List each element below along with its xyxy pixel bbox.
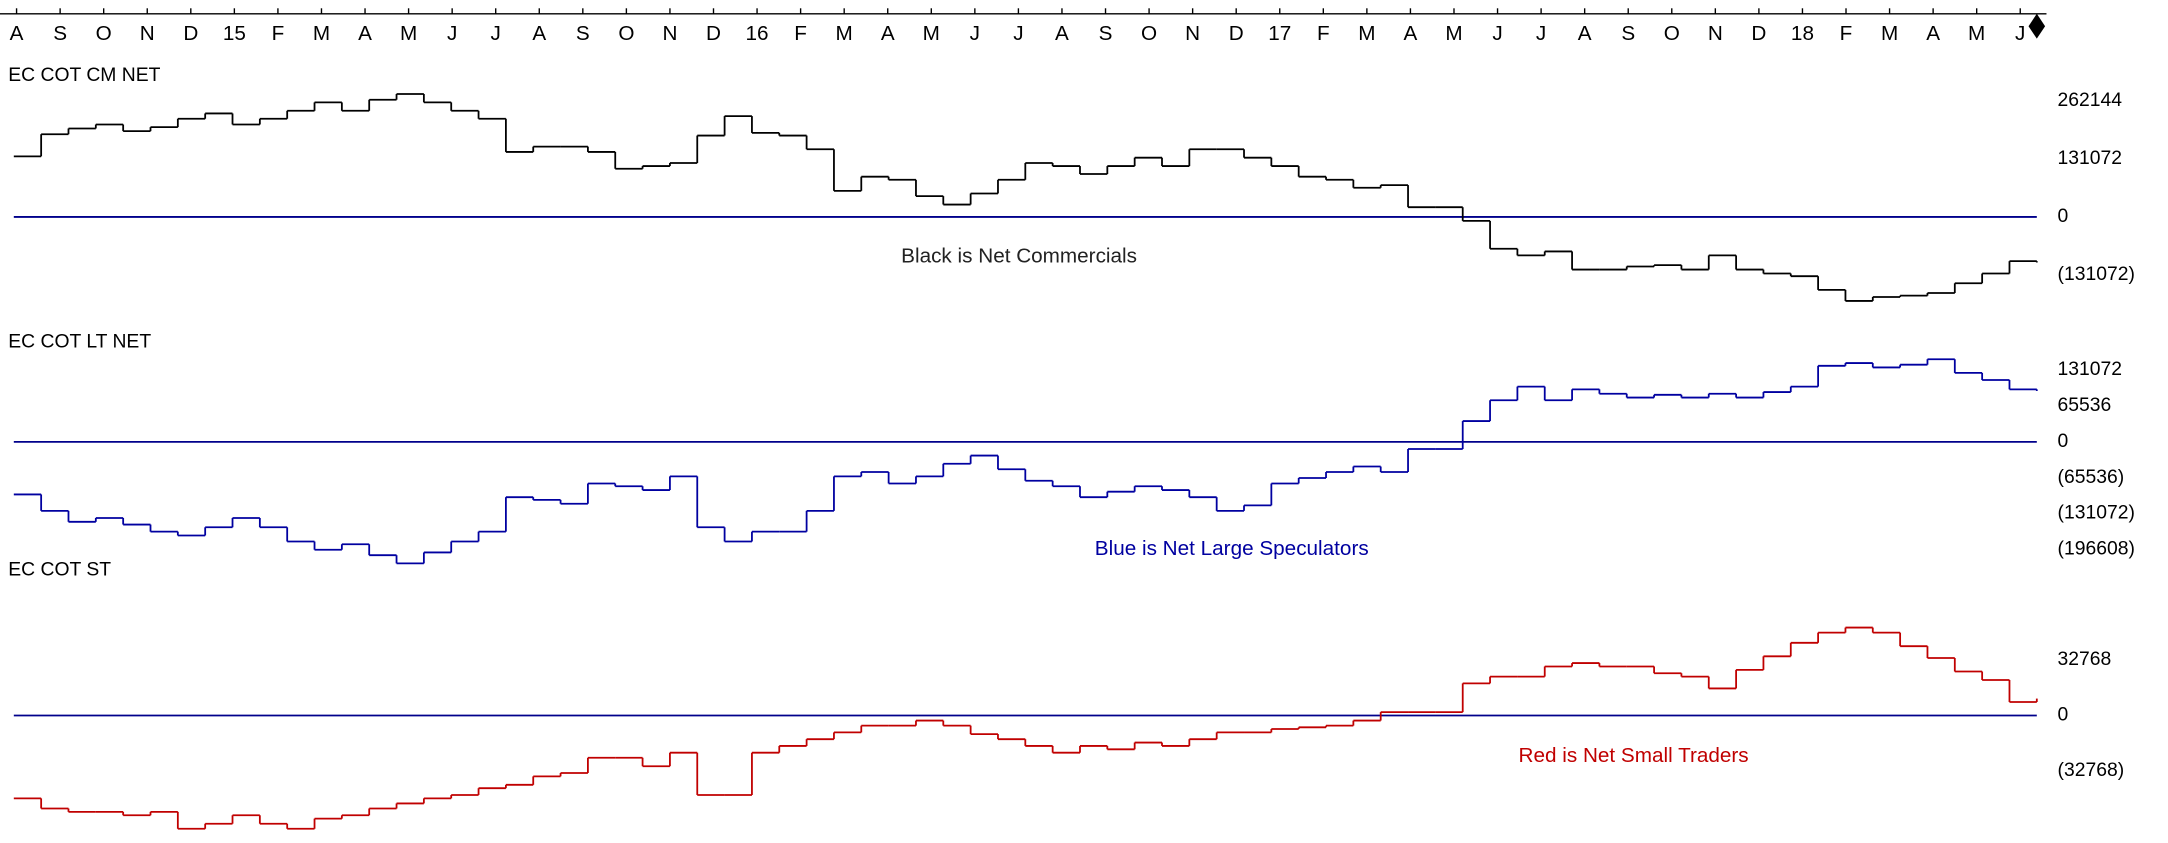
time-label: A [1404, 22, 1418, 45]
time-label: J [1492, 22, 1502, 45]
time-label: M [313, 22, 330, 45]
time-label: J [491, 22, 501, 45]
y-tick-label: (196608) [2058, 539, 2135, 560]
end-marker [2028, 13, 2046, 39]
time-label: J [447, 22, 457, 45]
time-label: O [1141, 22, 1157, 45]
time-label: J [970, 22, 980, 45]
annotation: Blue is Net Large Speculators [1095, 537, 1369, 560]
time-label: 16 [746, 22, 769, 45]
y-tick-label: 262144 [2058, 90, 2123, 111]
time-label: N [662, 22, 677, 45]
time-label: J [2015, 22, 2025, 45]
time-label: 18 [1791, 22, 1814, 45]
time-label: S [1621, 22, 1635, 45]
time-label: M [1968, 22, 1985, 45]
annotation: Red is Net Small Traders [1519, 744, 1749, 767]
time-label: F [272, 22, 285, 45]
time-label: F [1840, 22, 1853, 45]
time-label: 15 [223, 22, 246, 45]
time-label: F [1317, 22, 1330, 45]
time-label: S [576, 22, 590, 45]
time-label: A [358, 22, 372, 45]
panel-title: EC COT CM NET [8, 65, 160, 86]
time-label: F [794, 22, 807, 45]
time-label: A [1055, 22, 1069, 45]
time-label: A [10, 22, 24, 45]
time-label: S [53, 22, 67, 45]
time-label: O [1664, 22, 1680, 45]
time-label: O [96, 22, 112, 45]
y-tick-label: (32768) [2058, 760, 2125, 781]
y-tick-label: 65536 [2058, 395, 2112, 416]
time-label: O [618, 22, 634, 45]
time-label: S [1099, 22, 1113, 45]
time-label: M [923, 22, 940, 45]
annotation: Black is Net Commercials [901, 244, 1137, 267]
y-tick-label: (131072) [2058, 503, 2135, 524]
y-tick-label: 131072 [2058, 359, 2123, 380]
time-label: D [706, 22, 721, 45]
time-label: M [1881, 22, 1898, 45]
time-label: M [400, 22, 417, 45]
time-label: J [1536, 22, 1546, 45]
time-label: 17 [1268, 22, 1291, 45]
time-label: D [183, 22, 198, 45]
time-label: A [532, 22, 546, 45]
time-label: M [1358, 22, 1375, 45]
time-label: A [1578, 22, 1592, 45]
y-tick-label: 131072 [2058, 148, 2123, 169]
time-label: A [1926, 22, 1940, 45]
y-tick-label: (65536) [2058, 467, 2125, 488]
panel-title: EC COT LT NET [8, 332, 151, 353]
time-label: J [1013, 22, 1023, 45]
y-tick-label: 0 [2058, 431, 2069, 452]
y-tick-label: 32768 [2058, 649, 2112, 670]
time-label: M [1445, 22, 1462, 45]
time-label: D [1751, 22, 1766, 45]
time-label: N [140, 22, 155, 45]
y-tick-label: (131072) [2058, 264, 2135, 285]
time-label: N [1185, 22, 1200, 45]
panel-title: EC COT ST [8, 559, 111, 580]
time-label: D [1229, 22, 1244, 45]
time-label: A [881, 22, 895, 45]
time-label: N [1708, 22, 1723, 45]
time-label: M [836, 22, 853, 45]
y-tick-label: 0 [2058, 206, 2069, 227]
y-tick-label: 0 [2058, 705, 2069, 726]
